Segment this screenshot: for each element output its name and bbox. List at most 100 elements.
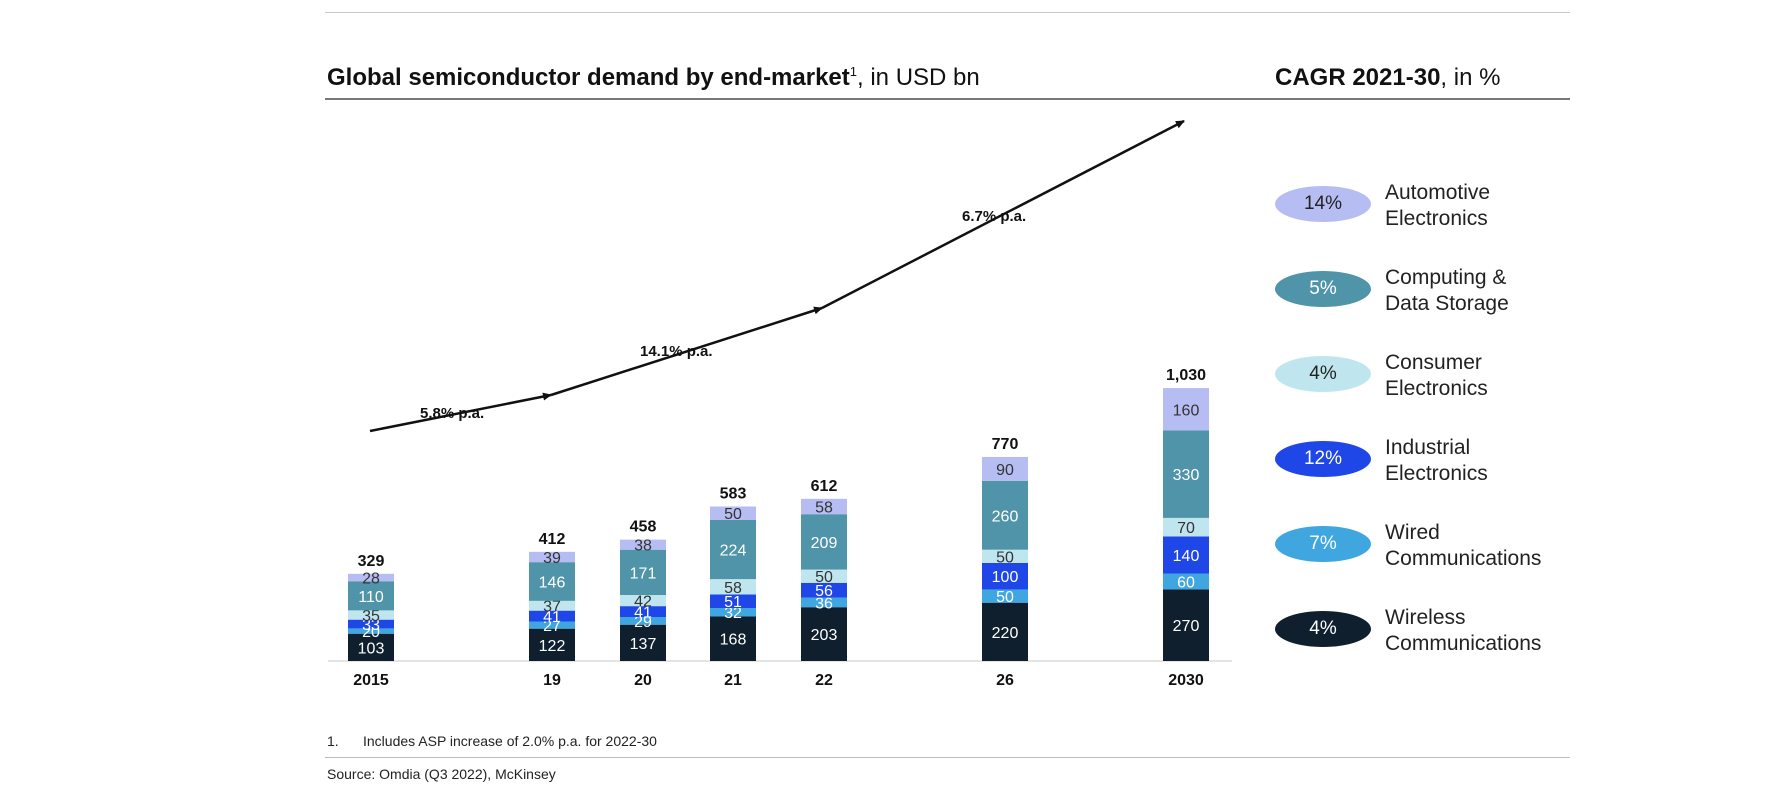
cagr-segment-label: Automotive Electronics [1385, 180, 1585, 232]
bar-segment [982, 562, 1028, 590]
bar-total-label: 583 [720, 486, 747, 503]
cagr-value-pill: 14% [1275, 186, 1371, 222]
bar-segment [348, 610, 394, 620]
bar-segment [710, 519, 756, 580]
bar-segment [710, 616, 756, 661]
bar-segment [620, 549, 666, 596]
segment-value-label: 39 [543, 550, 561, 567]
x-tick-label: 20 [634, 672, 652, 689]
cagr-legend-item: 4% Wireless Communications [1275, 605, 1595, 665]
bar-segment [710, 506, 756, 520]
segment-value-label: 42 [634, 594, 652, 611]
segment-value-label: 110 [358, 589, 384, 606]
segment-value-label: 224 [720, 542, 747, 559]
segment-value-label: 122 [539, 638, 566, 655]
chart-title-unit: , in USD bn [857, 64, 980, 91]
bars-layer: 1032033351102832920151222741371463941219… [328, 367, 1232, 689]
cagr-segment-label-line: Data Storage [1385, 292, 1509, 315]
bar-segment [1163, 536, 1209, 574]
chart-title-bold: Global semiconductor demand by end-marke… [327, 64, 850, 91]
cagr-segment-label-line: Electronics [1385, 462, 1488, 485]
cagr-segment-label-line: Electronics [1385, 377, 1488, 400]
segment-value-label: 270 [1173, 618, 1200, 635]
segment-value-label: 36 [815, 595, 833, 612]
cagr-segment-label: Consumer Electronics [1385, 350, 1585, 402]
cagr-legend-item: 4% Consumer Electronics [1275, 350, 1595, 410]
bar-segment [348, 633, 394, 661]
bar-segment [982, 602, 1028, 661]
growth-arrow [369, 392, 552, 433]
title-divider [325, 98, 1570, 100]
segment-value-label: 37 [543, 599, 561, 616]
cagr-segment-label-line: Wired [1385, 521, 1440, 544]
segment-value-label: 60 [1177, 575, 1195, 592]
chart-title-footnote-mark: 1 [849, 64, 858, 79]
bar-segment [982, 589, 1028, 603]
segment-value-label: 137 [630, 636, 657, 653]
segment-value-label: 33 [362, 617, 380, 634]
growth-arrow [550, 306, 823, 397]
segment-value-label: 38 [634, 538, 652, 555]
segment-value-label: 260 [992, 508, 1019, 525]
bar-segment [801, 498, 847, 515]
segment-value-label: 168 [720, 632, 747, 649]
bar-segment [348, 573, 394, 582]
bar-segment [620, 606, 666, 618]
bar-segment [1163, 388, 1209, 431]
cagr-segment-label-line: Electronics [1385, 207, 1488, 230]
segment-value-label: 171 [630, 565, 657, 582]
bottom-divider [325, 757, 1570, 758]
bar-segment [710, 608, 756, 617]
bar-segment [529, 621, 575, 629]
segment-value-label: 146 [539, 575, 566, 592]
growth-rate-label: 6.7% p.a. [962, 208, 1026, 225]
bar-segment [348, 619, 394, 629]
bar-segment [801, 514, 847, 570]
source-note: Source: Omdia (Q3 2022), McKinsey [327, 766, 556, 782]
cagr-legend-item: 7% Wired Communications [1275, 520, 1595, 580]
footnote: 1. Includes ASP increase of 2.0% p.a. for… [327, 733, 657, 749]
growth-arrow [821, 119, 1185, 310]
bar-total-label: 458 [630, 519, 657, 536]
cagr-segment-label-line: Computing & [1385, 266, 1507, 289]
segment-value-label: 160 [1173, 402, 1200, 419]
bar-segment [529, 551, 575, 563]
bar-segment [348, 628, 394, 634]
segment-value-label: 70 [1177, 520, 1195, 537]
segment-value-label: 35 [362, 608, 380, 625]
segment-value-label: 50 [724, 506, 742, 523]
bar-segment [620, 539, 666, 550]
segment-value-label: 27 [543, 618, 561, 635]
bar-segment [982, 456, 1028, 481]
segment-value-label: 58 [724, 580, 742, 597]
cagr-title-unit: , in % [1440, 64, 1501, 91]
bar-total-label: 412 [539, 531, 566, 548]
bar-segment [801, 569, 847, 583]
bar-segment [982, 480, 1028, 550]
growth-rate-label: 14.1% p.a. [640, 343, 713, 360]
segment-value-label: 90 [996, 462, 1014, 479]
footnote-number: 1. [327, 733, 339, 749]
cagr-segment-label: Industrial Electronics [1385, 435, 1585, 487]
bar-segment [801, 607, 847, 661]
bar-segment [620, 595, 666, 607]
x-tick-label: 2030 [1168, 672, 1204, 689]
x-tick-label: 21 [724, 672, 742, 689]
bar-segment [529, 628, 575, 661]
cagr-segment-label: Wired Communications [1385, 520, 1585, 572]
cagr-title: CAGR 2021-30, in % [1275, 64, 1500, 92]
cagr-value-pill: 5% [1275, 271, 1371, 307]
bar-total-label: 1,030 [1166, 367, 1206, 384]
segment-value-label: 140 [1173, 548, 1200, 565]
bar-segment [1163, 573, 1209, 590]
segment-value-label: 29 [634, 614, 652, 631]
bar-segment [1163, 430, 1209, 518]
cagr-value-pill: 7% [1275, 526, 1371, 562]
segment-value-label: 50 [815, 569, 833, 586]
bar-segment [620, 617, 666, 625]
cagr-value-pill: 4% [1275, 356, 1371, 392]
cagr-segment-label-line: Industrial [1385, 436, 1471, 459]
x-tick-label: 19 [543, 672, 561, 689]
cagr-segment-label-line: Communications [1385, 632, 1542, 655]
segment-value-label: 58 [815, 500, 833, 517]
